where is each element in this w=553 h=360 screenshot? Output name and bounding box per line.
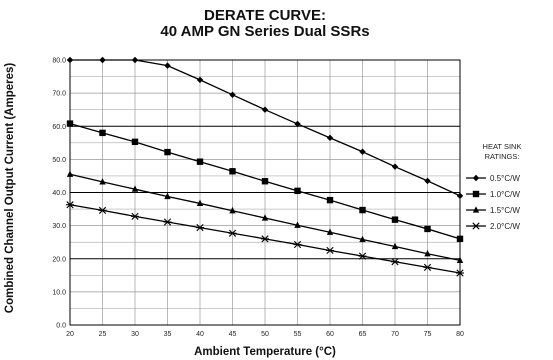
series-2-point-5 — [229, 206, 236, 214]
series-2-point-2 — [131, 185, 139, 192]
series-0-point-2 — [131, 56, 139, 64]
series-0-point-10 — [391, 163, 399, 170]
chart-title-line2: 40 AMP GN Series Dual SSRs — [160, 23, 369, 40]
series-1-point-6 — [261, 178, 269, 185]
legend-label-3: 2.0°C/W — [490, 222, 520, 231]
series-2-point-1 — [99, 178, 106, 185]
series-2-point-11 — [424, 249, 431, 257]
legend-title-line1: HEAT SINK — [483, 142, 522, 151]
y-tick-label-1: 10.0 — [52, 289, 66, 296]
legend-marker-1 — [472, 190, 480, 198]
series-2-point-10 — [391, 242, 399, 250]
legend-label-1: 1.0°C/W — [490, 190, 520, 199]
series-1-point-0 — [66, 120, 74, 127]
series-1-point-3 — [164, 148, 171, 156]
series-3-point-8 — [326, 246, 334, 255]
series-0-point-0 — [66, 56, 74, 64]
series-2-point-12 — [456, 256, 464, 264]
series-3-point-4 — [196, 224, 204, 232]
series-3-point-10 — [391, 258, 399, 266]
series-3-point-3 — [163, 218, 172, 226]
series-1-point-11 — [424, 225, 431, 233]
series-3-point-0 — [66, 201, 74, 209]
x-tick-label-10: 70 — [391, 331, 399, 338]
series-3-point-2 — [131, 212, 139, 220]
series-1-point-12 — [456, 235, 464, 243]
series-2-point-8 — [326, 228, 334, 235]
x-tick-labels: 20 25 30 35 40 45 50 55 60 65 70 75 80 — [66, 331, 464, 338]
series-0-point-6 — [261, 106, 269, 113]
y-tick-labels: 0.0 10.0 20.0 30.0 40.0 50.0 60.0 70.0 80.0 — [52, 58, 66, 330]
plot-frame — [69, 59, 461, 326]
series-2-point-9 — [359, 235, 366, 243]
legend-title-line2: RATINGS: — [485, 152, 520, 161]
x-tick-label-11: 75 — [424, 331, 432, 338]
series-3-point-12 — [456, 269, 464, 277]
y-tick-label-8: 80.0 — [52, 58, 66, 65]
legend-label-2: 1.5°C/W — [490, 206, 520, 215]
y-tick-label-5: 50.0 — [52, 157, 66, 164]
chart-title-line1: DERATE CURVE: — [204, 7, 326, 24]
series-1-point-1 — [99, 129, 106, 137]
series-2-point-0 — [66, 170, 74, 177]
x-tick-label-6: 50 — [261, 331, 269, 338]
series-3-point-7 — [293, 240, 302, 249]
y-tick-label-7: 70.0 — [52, 91, 66, 98]
y-axis-label: Combined Channel Output Current (Amperes… — [4, 63, 16, 314]
series-0-point-12 — [456, 192, 464, 200]
series-0-point-9 — [359, 148, 366, 155]
series-0-point-7 — [294, 120, 301, 128]
series-1-point-10 — [391, 216, 399, 223]
series-1-point-5 — [229, 168, 236, 175]
legend: HEAT SINK RATINGS: 0.5°C/W 1.0°C/W 1.5°C/W… — [466, 142, 521, 231]
y-tick-label-3: 30.0 — [52, 223, 66, 230]
series-2-point-6 — [261, 214, 269, 221]
series-3-point-1 — [98, 206, 107, 214]
x-tick-label-5: 45 — [229, 331, 237, 338]
grid — [69, 59, 461, 326]
x-tick-label-2: 30 — [131, 331, 139, 338]
series-2-point-4 — [196, 199, 204, 207]
series-1-point-8 — [326, 196, 334, 204]
legend-marker-2 — [472, 206, 480, 213]
series-0-point-4 — [196, 76, 204, 84]
x-axis-label: Ambient Temperature (°C) — [194, 346, 336, 358]
x-tick-label-1: 25 — [99, 331, 107, 338]
series-3-point-5 — [228, 229, 237, 237]
x-tick-label-9: 65 — [359, 331, 367, 338]
series-1-point-4 — [196, 158, 204, 165]
legend-label-0: 0.5°C/W — [490, 174, 520, 183]
x-tick-label-3: 35 — [164, 331, 172, 338]
series-0-point-8 — [326, 134, 334, 142]
series-1-point-9 — [359, 206, 366, 214]
x-tick-label-8: 60 — [326, 331, 334, 338]
y-tick-label-2: 20.0 — [52, 256, 66, 263]
series-0-point-1 — [99, 56, 106, 64]
series-group — [66, 56, 464, 277]
y-tick-label-4: 40.0 — [52, 190, 66, 197]
series-1-point-7 — [294, 187, 301, 195]
x-tick-label-4: 40 — [196, 331, 204, 338]
series-2-point-7 — [294, 221, 301, 228]
series-0-point-3 — [164, 62, 171, 69]
series-3-point-9 — [358, 252, 367, 260]
x-tick-label-7: 55 — [294, 331, 302, 338]
legend-marker-0 — [472, 174, 480, 182]
legend-marker-3 — [472, 222, 480, 230]
series-3-point-11 — [423, 263, 432, 271]
x-tick-label-12: 80 — [456, 331, 464, 338]
y-tick-label-6: 60.0 — [52, 124, 66, 131]
series-0-point-11 — [424, 177, 431, 185]
series-0-point-5 — [229, 91, 236, 98]
series-3-point-6 — [261, 235, 269, 243]
series-1-point-2 — [131, 138, 139, 146]
series-2-point-3 — [164, 192, 171, 200]
x-tick-label-0: 20 — [66, 331, 74, 338]
y-tick-label-0: 0.0 — [56, 323, 66, 330]
